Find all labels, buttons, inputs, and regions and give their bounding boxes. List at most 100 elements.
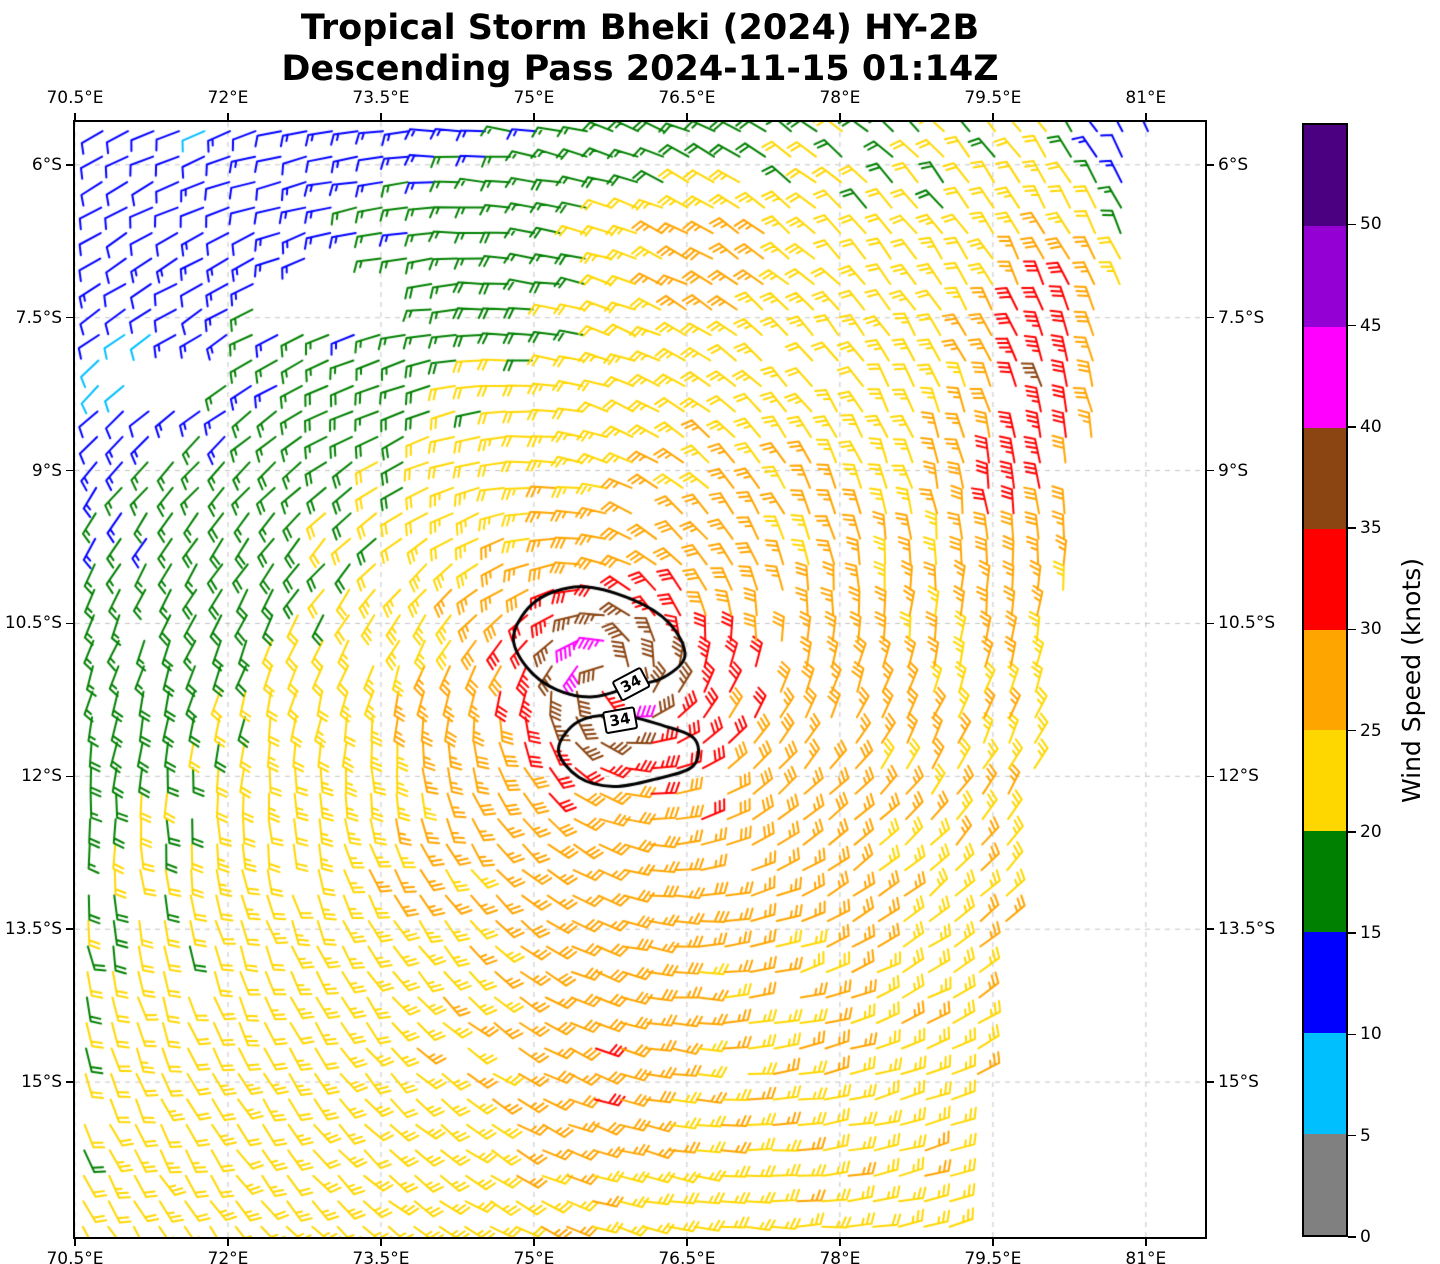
x-tick-mark <box>839 113 841 122</box>
y-tick-label-left: 12°S <box>21 766 62 787</box>
y-tick-label-left: 9°S <box>31 460 62 481</box>
y-tick-label-right: 13.5°S <box>1218 919 1276 940</box>
x-tick-mark <box>380 1237 382 1246</box>
y-tick-mark <box>66 164 75 166</box>
x-tick-mark <box>74 1237 76 1246</box>
x-tick-mark <box>227 113 229 122</box>
colorbar-tick-label: 15 <box>1360 923 1382 944</box>
y-tick-mark <box>1205 316 1214 319</box>
y-tick-label-left: 10.5°S <box>4 613 62 634</box>
colorbar-segment-5-10kt <box>1304 1033 1346 1135</box>
colorbar-segment-40-45kt <box>1304 326 1346 428</box>
x-tick-label-top: 73.5°E <box>352 88 410 108</box>
colorbar-tick-mark <box>1348 1033 1356 1036</box>
x-tick-mark <box>380 113 382 122</box>
colorbar-segment-30-35kt <box>1304 528 1346 630</box>
colorbar-segment-50-55kt <box>1304 125 1346 226</box>
colorbar-segment-15-20kt <box>1304 831 1346 933</box>
x-tick-label-bottom: 75°E <box>513 1249 555 1264</box>
x-tick-label-top: 75°E <box>513 88 555 108</box>
colorbar-tick-label: 10 <box>1360 1024 1382 1045</box>
colorbar-tick-label: 45 <box>1360 315 1382 336</box>
colorbar-segment-45-50kt <box>1304 225 1346 327</box>
colorbar-tick-mark <box>1348 932 1356 934</box>
x-tick-mark <box>839 1237 841 1246</box>
x-tick-mark <box>533 1237 535 1246</box>
colorbar-tick-mark <box>1348 831 1356 833</box>
y-tick-label-left: 7.5°S <box>15 307 62 328</box>
y-tick-mark <box>1205 775 1214 778</box>
x-tick-label-bottom: 78°E <box>819 1249 861 1264</box>
y-tick-mark <box>1205 164 1214 166</box>
y-tick-label-right: 6°S <box>1218 154 1249 175</box>
y-tick-mark <box>66 316 75 319</box>
y-tick-mark <box>66 928 75 930</box>
y-tick-label-right: 12°S <box>1218 766 1259 787</box>
y-tick-label-left: 13.5°S <box>4 919 62 940</box>
x-tick-mark <box>1145 113 1147 122</box>
x-tick-label-bottom: 70.5°E <box>46 1249 104 1264</box>
y-tick-mark <box>66 469 75 472</box>
y-tick-label-right: 7.5°S <box>1218 307 1265 328</box>
x-tick-mark <box>74 113 76 122</box>
colorbar-segment-10-15kt <box>1304 932 1346 1034</box>
x-tick-mark <box>686 113 688 122</box>
title-block: Tropical Storm Bheki (2024) HY-2B Descen… <box>75 8 1205 91</box>
y-tick-mark <box>66 775 75 778</box>
x-tick-label-top: 72°E <box>207 88 249 108</box>
chart-title: Tropical Storm Bheki (2024) HY-2B <box>300 8 980 48</box>
map-plot: 34 34 <box>73 120 1207 1239</box>
y-tick-mark <box>1205 1081 1214 1083</box>
colorbar-tick-mark <box>1348 324 1356 327</box>
y-tick-label-right: 9°S <box>1218 460 1249 481</box>
x-tick-mark <box>686 1237 688 1246</box>
x-tick-label-top: 70.5°E <box>46 88 104 108</box>
x-tick-label-bottom: 79.5°E <box>964 1249 1022 1264</box>
colorbar-tick-mark <box>1348 1134 1356 1137</box>
colorbar-tick-mark <box>1348 426 1356 428</box>
y-tick-mark <box>1205 469 1214 472</box>
x-tick-label-bottom: 72°E <box>207 1249 249 1264</box>
colorbar-tick-mark <box>1348 1236 1356 1238</box>
x-tick-label-bottom: 73.5°E <box>352 1249 410 1264</box>
colorbar-tick-label: 25 <box>1360 720 1382 741</box>
y-tick-label-right: 10.5°S <box>1218 613 1276 634</box>
colorbar-tick-mark <box>1348 223 1356 226</box>
x-tick-label-top: 79.5°E <box>964 88 1022 108</box>
colorbar-tick-mark <box>1348 527 1356 529</box>
x-tick-mark <box>533 113 535 122</box>
colorbar-tick-label: 50 <box>1360 214 1382 235</box>
colorbar-label-text: Wind Speed (knots) <box>1397 557 1427 803</box>
colorbar-tick-label: 40 <box>1360 416 1382 437</box>
colorbar-tick-mark <box>1348 628 1356 631</box>
y-tick-mark <box>1205 622 1214 625</box>
colorbar-tick-label: 20 <box>1360 821 1382 842</box>
x-tick-label-bottom: 81°E <box>1125 1249 1167 1264</box>
y-tick-mark <box>66 1081 75 1083</box>
y-tick-label-left: 6°S <box>31 154 62 175</box>
colorbar <box>1302 123 1348 1237</box>
x-tick-mark <box>1145 1237 1147 1246</box>
x-tick-label-bottom: 76.5°E <box>658 1249 716 1264</box>
colorbar-label: Wind Speed (knots) <box>1388 123 1436 1237</box>
colorbar-segment-35-40kt <box>1304 427 1346 529</box>
x-tick-label-top: 78°E <box>819 88 861 108</box>
x-tick-mark <box>227 1237 229 1246</box>
colorbar-tick-mark <box>1348 729 1356 732</box>
colorbar-tick-label: 0 <box>1360 1227 1371 1247</box>
x-tick-mark <box>992 113 994 122</box>
y-tick-mark <box>66 622 75 625</box>
colorbar-segment-0-5kt <box>1304 1134 1346 1235</box>
x-tick-mark <box>992 1237 994 1246</box>
y-tick-label-right: 15°S <box>1218 1072 1259 1093</box>
colorbar-segment-25-30kt <box>1304 629 1346 731</box>
y-tick-mark <box>1205 928 1214 930</box>
chart-subtitle: Descending Pass 2024-11-15 01:14Z <box>281 49 999 90</box>
colorbar-tick-label: 30 <box>1360 619 1382 640</box>
y-tick-label-left: 15°S <box>21 1072 62 1093</box>
colorbar-tick-label: 35 <box>1360 518 1382 539</box>
colorbar-segment-20-25kt <box>1304 730 1346 832</box>
x-tick-label-top: 81°E <box>1125 88 1167 108</box>
colorbar-tick-label: 5 <box>1360 1125 1371 1146</box>
